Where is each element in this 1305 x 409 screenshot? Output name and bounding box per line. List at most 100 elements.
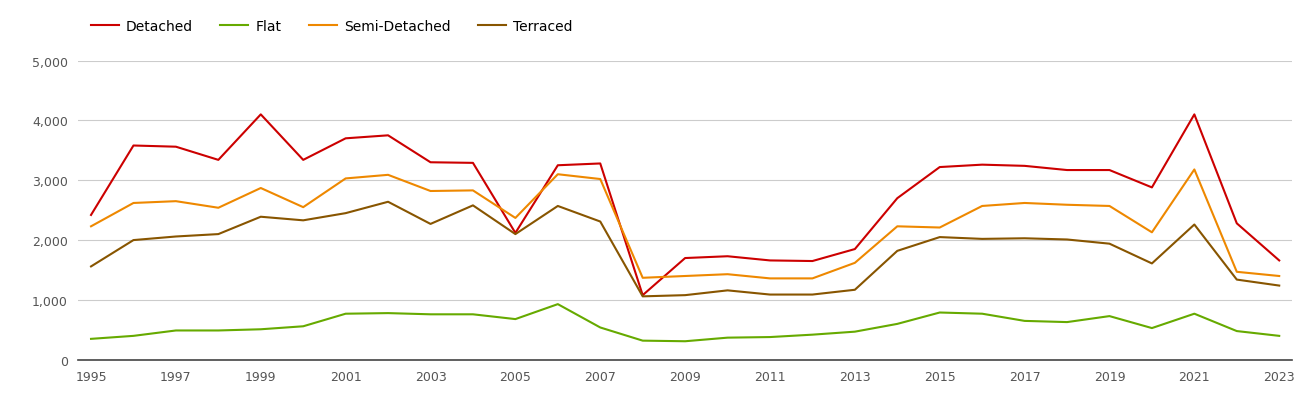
Detached [1101,168,1117,173]
Flat [634,338,650,343]
Flat [1229,329,1245,334]
Terraced [210,232,226,237]
Flat [890,321,906,326]
Flat [1186,312,1202,317]
Semi-Detached [253,186,269,191]
Terraced [1017,236,1032,241]
Flat [125,334,141,339]
Flat [549,302,565,307]
Flat [168,328,184,333]
Detached [592,162,608,166]
Line: Terraced: Terraced [91,202,1279,297]
Terraced [423,222,438,227]
Terraced [1101,242,1117,247]
Terraced [634,294,650,299]
Detached [847,247,863,252]
Flat [338,312,354,317]
Detached [295,158,311,163]
Terraced [338,211,354,216]
Terraced [847,288,863,292]
Semi-Detached [125,201,141,206]
Flat [84,337,99,342]
Semi-Detached [1144,230,1160,235]
Terraced [720,288,736,293]
Flat [1101,314,1117,319]
Detached [762,258,778,263]
Flat [592,325,608,330]
Semi-Detached [423,189,438,194]
Terraced [677,293,693,298]
Flat [847,329,863,334]
Detached [338,137,354,142]
Detached [1144,186,1160,191]
Flat [932,310,947,315]
Flat [1060,320,1075,325]
Semi-Detached [805,276,821,281]
Terraced [592,220,608,225]
Detached [805,259,821,264]
Flat [423,312,438,317]
Detached [423,160,438,165]
Terraced [1060,238,1075,243]
Detached [168,145,184,150]
Terraced [932,235,947,240]
Terraced [168,234,184,239]
Semi-Detached [549,172,565,177]
Semi-Detached [1060,203,1075,208]
Terraced [1229,277,1245,282]
Terraced [508,232,523,237]
Semi-Detached [84,224,99,229]
Semi-Detached [1017,201,1032,206]
Terraced [890,249,906,254]
Flat [975,312,990,317]
Detached [1186,112,1202,117]
Detached [253,112,269,117]
Flat [677,339,693,344]
Terraced [125,238,141,243]
Line: Detached: Detached [91,115,1279,295]
Flat [380,311,395,316]
Detached [84,213,99,218]
Semi-Detached [720,272,736,277]
Detached [380,133,395,138]
Detached [210,158,226,163]
Semi-Detached [1186,168,1202,173]
Terraced [380,200,395,205]
Flat [805,333,821,337]
Semi-Detached [890,224,906,229]
Terraced [1144,261,1160,266]
Terraced [1186,222,1202,227]
Detached [975,163,990,168]
Terraced [1271,283,1287,288]
Semi-Detached [1229,270,1245,274]
Detached [1060,168,1075,173]
Terraced [465,203,480,208]
Semi-Detached [338,177,354,182]
Flat [720,335,736,340]
Flat [210,328,226,333]
Terraced [762,292,778,297]
Detached [720,254,736,259]
Semi-Detached [762,276,778,281]
Semi-Detached [975,204,990,209]
Flat [1271,334,1287,339]
Flat [762,335,778,340]
Detached [932,165,947,170]
Semi-Detached [1101,204,1117,209]
Terraced [805,292,821,297]
Semi-Detached [847,261,863,265]
Detached [890,196,906,201]
Terraced [549,204,565,209]
Semi-Detached [592,177,608,182]
Line: Semi-Detached: Semi-Detached [91,170,1279,279]
Semi-Detached [1271,274,1287,279]
Legend: Detached, Flat, Semi-Detached, Terraced: Detached, Flat, Semi-Detached, Terraced [85,15,578,40]
Flat [465,312,480,317]
Terraced [84,264,99,269]
Terraced [975,237,990,242]
Detached [549,163,565,169]
Semi-Detached [634,276,650,281]
Detached [125,144,141,148]
Detached [1271,258,1287,263]
Terraced [295,218,311,223]
